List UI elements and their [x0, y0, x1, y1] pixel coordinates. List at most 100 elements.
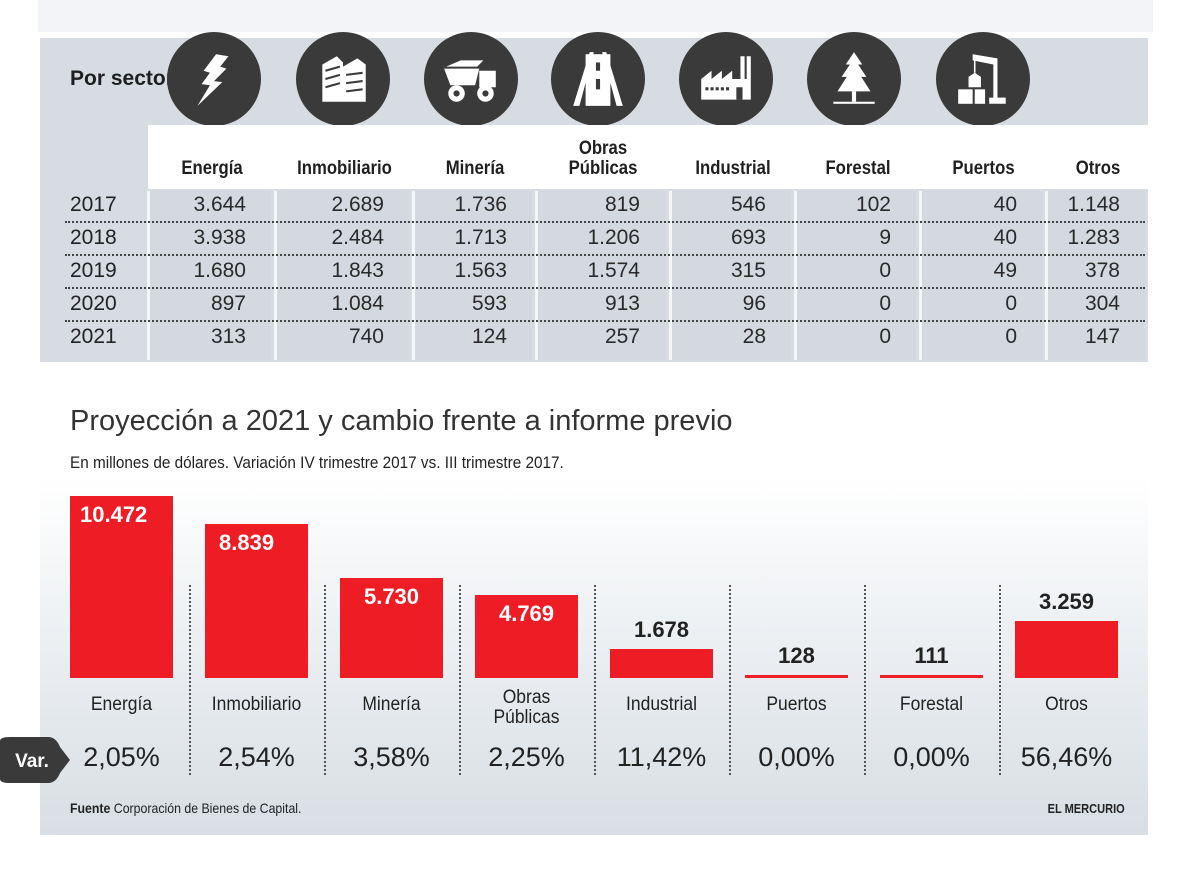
factory-icon	[679, 32, 773, 126]
column-header: Energía	[157, 125, 266, 189]
column-header: Minería	[422, 125, 528, 189]
column-background	[919, 191, 1042, 360]
table-cell: 897	[210, 292, 246, 315]
bar	[340, 578, 443, 678]
row-year: 2018	[70, 226, 117, 249]
bar	[475, 595, 578, 678]
lightning-icon	[167, 32, 261, 126]
table-cell: 0	[1005, 292, 1017, 315]
column-background	[147, 191, 271, 360]
building-icon	[296, 32, 390, 126]
table-cell: 9	[879, 226, 891, 249]
variation-value: 11,42%	[616, 742, 707, 772]
category-label: Energía	[61, 695, 182, 715]
table-cell: 3.938	[193, 226, 246, 249]
table-cell: 102	[855, 193, 891, 216]
variation-value: 56,46%	[1020, 742, 1113, 772]
source-note: Fuente Corporación de Bienes de Capital.	[70, 800, 301, 816]
category-label: Inmobiliario	[196, 695, 317, 715]
category-label-line: Forestal	[899, 694, 964, 715]
mining-truck-icon	[424, 32, 518, 126]
table-cell: 0	[879, 325, 891, 348]
row-year: 2019	[70, 259, 117, 282]
bar-value-label: 10.472	[80, 502, 148, 527]
bar-value-label: 111	[914, 643, 949, 668]
column-header-line: Forestal	[825, 158, 891, 179]
column-separator	[459, 585, 461, 775]
bar-value-label: 5.730	[363, 584, 420, 610]
column-header-line: Obras	[578, 138, 628, 159]
category-label: Industrial	[601, 695, 722, 715]
table-cell: 3.644	[193, 193, 246, 216]
table-cell: 693	[730, 226, 766, 249]
column-header-line: Inmobiliario	[297, 158, 392, 179]
category-label-line: Puertos	[766, 694, 827, 715]
row-divider	[65, 221, 1145, 223]
table-cell: 819	[604, 193, 640, 216]
table-cell: 1.563	[454, 259, 507, 282]
port-crane-icon	[936, 32, 1030, 126]
column-header: Industrial	[679, 125, 786, 189]
table-cell: 1.084	[331, 292, 384, 315]
column-separator	[729, 585, 731, 775]
table-cell: 124	[471, 325, 507, 348]
column-separator	[864, 585, 866, 775]
table-cell: 313	[210, 325, 246, 348]
table-cell: 96	[742, 292, 766, 315]
table-cell: 2.484	[331, 226, 384, 249]
table-cell: 1.206	[587, 226, 640, 249]
table-cell: 304	[1084, 292, 1120, 315]
row-divider	[65, 254, 1145, 256]
top-strip	[38, 0, 1153, 32]
variation-value: 2,05%	[83, 742, 160, 772]
row-divider	[65, 320, 1145, 322]
bar	[745, 675, 848, 678]
variation-value: 0,00%	[758, 742, 835, 772]
table-cell: 593	[471, 292, 507, 315]
bar	[610, 648, 713, 678]
column-header-line: Industrial	[695, 158, 771, 179]
column-header-line: Otros	[1075, 158, 1121, 179]
table-cell: 1.680	[193, 259, 246, 282]
table-cell: 257	[604, 325, 640, 348]
bar	[70, 496, 173, 678]
category-label-line: Otros	[1045, 694, 1088, 715]
column-header-line: Públicas	[568, 158, 638, 179]
category-label-line: Obras	[502, 687, 551, 708]
row-divider	[65, 287, 1145, 289]
table-cell: 315	[730, 259, 766, 282]
table-cell: 0	[879, 259, 891, 282]
category-label-line: Energía	[90, 694, 153, 715]
column-background	[412, 191, 532, 360]
variation-value: 2,25%	[488, 742, 565, 772]
table-cell: 1.283	[1067, 226, 1120, 249]
variation-value: 0,00%	[893, 742, 970, 772]
column-header: Obras Públicas	[546, 125, 660, 189]
table-cell: 147	[1084, 325, 1120, 348]
column-header: Otros	[1054, 125, 1142, 189]
category-label: Otros	[1006, 695, 1127, 715]
table-cell: 378	[1084, 259, 1120, 282]
table-cell: 1.148	[1067, 193, 1120, 216]
bar	[880, 675, 983, 678]
category-label: Minería	[331, 695, 452, 715]
bar-value-label: 1.678	[633, 616, 690, 642]
column-header: Forestal	[804, 125, 911, 189]
category-label-line: Minería	[362, 694, 421, 715]
table-cell: 1.843	[331, 259, 384, 282]
table-header	[148, 125, 1148, 189]
column-separator	[324, 585, 326, 775]
row-year: 2021	[70, 325, 117, 348]
column-separator	[189, 585, 191, 775]
column-header-line: Puertos	[952, 158, 1015, 179]
road-icon	[551, 32, 645, 126]
table-cell: 0	[879, 292, 891, 315]
category-label-line: Públicas	[493, 707, 560, 728]
table-cell: 913	[604, 292, 640, 315]
column-header: Puertos	[929, 125, 1037, 189]
category-label: Puertos	[736, 695, 857, 715]
category-label: Forestal	[871, 695, 992, 715]
chart-subtitle: En millones de dólares. Variación IV tri…	[70, 453, 564, 472]
brand-label: EL MERCURIO	[1047, 801, 1125, 816]
column-background	[669, 191, 791, 360]
